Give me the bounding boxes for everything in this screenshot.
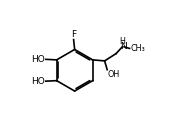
Text: F: F bbox=[71, 30, 76, 39]
Text: OH: OH bbox=[108, 70, 120, 79]
Text: H: H bbox=[119, 37, 125, 46]
Text: CH₃: CH₃ bbox=[131, 44, 145, 53]
Text: HO: HO bbox=[32, 77, 45, 86]
Text: N: N bbox=[120, 42, 127, 51]
Text: HO: HO bbox=[32, 55, 45, 64]
